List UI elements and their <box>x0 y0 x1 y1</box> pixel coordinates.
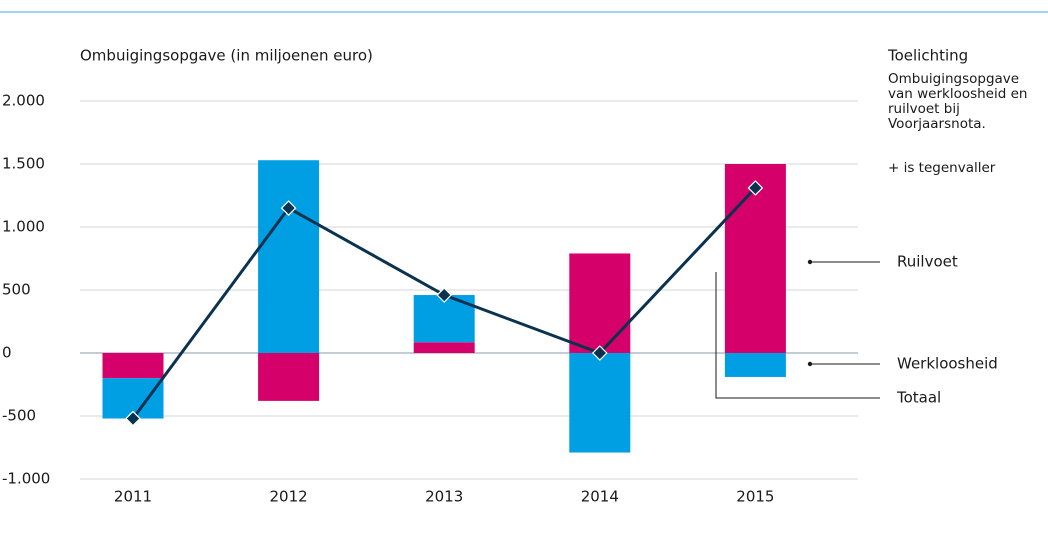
marker <box>591 345 608 361</box>
bar <box>724 353 786 377</box>
y-tick-label: 1.500 <box>2 155 45 173</box>
y-tick-label: -500 <box>2 407 36 425</box>
legend-label: Ruilvoet <box>897 253 958 271</box>
side-title: Toelichting <box>887 47 968 65</box>
bar <box>258 353 320 401</box>
legend-dot <box>807 361 813 367</box>
y-tick-label: 2.000 <box>2 92 45 110</box>
side-note: + is tegenvaller <box>888 160 996 176</box>
marker <box>436 287 453 303</box>
x-tick-label: 2013 <box>425 488 463 506</box>
side-text: Ombuigingsopgave van werkloosheid en rui… <box>888 72 1028 132</box>
legend-leader <box>715 272 880 399</box>
marker <box>280 200 297 216</box>
y-tick-label: 1.000 <box>2 218 45 236</box>
legend: Ruilvoet Werkloosheid Totaal <box>715 253 998 407</box>
bar <box>102 353 164 379</box>
y-tick-label: 0 <box>2 344 12 362</box>
y-tick-label: 500 <box>2 281 31 299</box>
chart-title: Ombuigingsopgave (in miljoenen euro) <box>80 47 373 65</box>
bar <box>569 253 631 353</box>
y-tick-label: -1.000 <box>2 470 50 488</box>
side-text-box: Ombuigingsopgave van werkloosheid en rui… <box>888 72 1028 132</box>
x-tick-label: 2012 <box>270 488 308 506</box>
bar <box>413 342 475 353</box>
lines <box>125 180 764 427</box>
x-tick-label: 2014 <box>581 488 619 506</box>
bar <box>569 353 631 453</box>
marker <box>747 180 764 196</box>
legend-label: Totaal <box>896 389 941 407</box>
bars <box>102 160 786 453</box>
x-tick-label: 2011 <box>114 488 152 506</box>
bar <box>258 160 320 353</box>
legend-dot <box>807 259 813 265</box>
legend-label: Werkloosheid <box>897 355 998 373</box>
x-tick-label: 2015 <box>736 488 774 506</box>
marker <box>125 410 141 427</box>
